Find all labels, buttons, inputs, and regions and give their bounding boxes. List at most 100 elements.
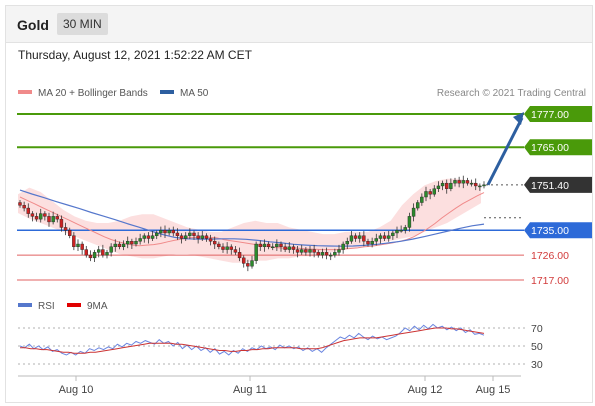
candle-body [126, 241, 130, 245]
ma9-legend-label: 9MA [87, 301, 108, 312]
candle-body [18, 202, 22, 206]
candle-body [428, 191, 432, 195]
candle-body [217, 243, 221, 248]
candle-body [474, 182, 478, 187]
candle-body [101, 249, 105, 256]
candle-body [432, 188, 436, 195]
candle-body [300, 249, 304, 253]
level-label-text: 1777.00 [531, 109, 569, 121]
candle-body [291, 246, 296, 250]
rsi-tick-label: 30 [531, 359, 543, 371]
level-label-text: 1735.00 [531, 225, 569, 237]
candle-body [440, 182, 445, 187]
candle-body [469, 182, 474, 185]
candle-body [179, 235, 184, 239]
candle-body [453, 180, 457, 184]
candle-body [138, 238, 142, 242]
candle-body [184, 235, 188, 239]
bollinger-band [18, 178, 481, 263]
candle-body [316, 252, 320, 256]
candle-body [63, 227, 68, 231]
candle-body [30, 213, 35, 217]
candle-body [150, 235, 155, 239]
candle-body [382, 235, 387, 239]
candle-body [275, 243, 279, 248]
candle-body [167, 229, 171, 234]
candle-body [105, 252, 109, 256]
candle-body [142, 235, 146, 239]
level-label-box [524, 176, 592, 193]
candle-body [250, 260, 254, 267]
candle-body [465, 180, 470, 184]
candle-body [175, 232, 180, 236]
candle-body [399, 229, 403, 232]
candle-body [80, 243, 84, 250]
chart-datetime: Thursday, August 12, 2021 1:52:22 AM CET [18, 48, 252, 62]
candle-body [246, 263, 250, 267]
candle-body [109, 246, 113, 253]
candle-body [68, 229, 72, 236]
widget-header: Gold 30 MIN [6, 6, 592, 43]
candle-body [39, 213, 43, 220]
candle-body [411, 207, 416, 217]
candle-body [196, 235, 200, 239]
candle-body [266, 243, 271, 248]
x-axis-label: Aug 11 [233, 384, 267, 396]
candle-body [59, 218, 64, 228]
level-label-box [524, 222, 592, 239]
candle-body [146, 235, 151, 239]
candle-body [337, 249, 341, 253]
candle-body [416, 202, 420, 209]
candle-body [387, 235, 391, 239]
candle-body [366, 241, 370, 245]
candle-body [271, 246, 275, 249]
level-label-box [524, 106, 592, 122]
x-axis-label: Aug 10 [59, 384, 94, 396]
candle-body [43, 213, 47, 217]
candle-body [88, 254, 93, 259]
candle-body [213, 241, 217, 245]
level-label-text: 1765.00 [531, 142, 569, 154]
candle-body [258, 243, 262, 248]
price-chart: MA 20 + Bollinger Bands MA 50 Research ©… [17, 88, 592, 396]
candle-body [312, 249, 316, 253]
candle-body [295, 249, 300, 253]
level-label-text: 1717.00 [531, 275, 569, 287]
candle-body [424, 191, 428, 198]
candle-body [34, 216, 39, 220]
candle-body [237, 252, 242, 259]
candle-body [72, 235, 76, 248]
candle-body [26, 207, 30, 214]
candle-body [51, 216, 55, 223]
candle-body [76, 243, 80, 248]
candle-body [200, 235, 204, 239]
timeframe-badge[interactable]: 30 MIN [57, 13, 108, 35]
candle-body [333, 252, 337, 256]
ma20-legend-label: MA 20 + Bollinger Bands [38, 88, 148, 99]
rsi-legend-swatch [18, 303, 32, 307]
candle-body [163, 229, 167, 234]
ma50-legend-swatch [160, 90, 174, 94]
candle-body [254, 243, 258, 261]
candle-body [353, 235, 358, 239]
candle-body [461, 180, 465, 184]
candle-body [97, 249, 101, 253]
candle-body [92, 252, 97, 259]
candle-body [229, 246, 233, 250]
candle-body [159, 229, 163, 234]
ma50-legend-label: MA 50 [180, 88, 209, 99]
x-axis-label: Aug 15 [476, 384, 511, 396]
candle-body [349, 235, 354, 242]
candle-body [308, 249, 312, 253]
candle-body [478, 185, 482, 188]
level-label-text: 1726.00 [531, 250, 569, 262]
forecast-arrow [486, 117, 524, 186]
candle-body [84, 249, 88, 256]
candle-body [407, 216, 412, 228]
candle-body [188, 232, 192, 236]
candle-body [482, 184, 486, 187]
candle-body [391, 232, 395, 236]
candle-body [134, 241, 138, 245]
candle-body [130, 241, 134, 245]
candle-body [420, 196, 424, 203]
